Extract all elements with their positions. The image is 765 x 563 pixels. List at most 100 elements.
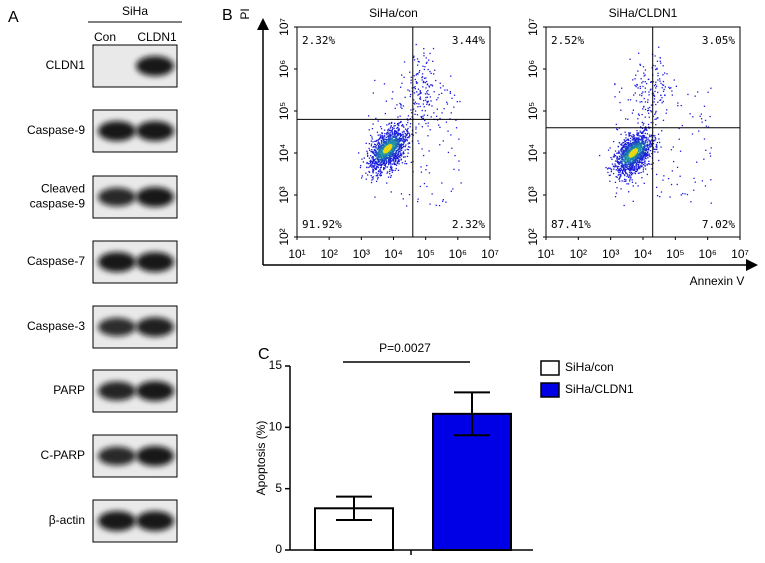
dot (618, 161, 621, 164)
dot (371, 157, 373, 159)
dot (646, 173, 648, 176)
dot (396, 135, 398, 137)
dot (653, 101, 655, 103)
dot (619, 180, 621, 182)
dot (639, 165, 641, 168)
blot-band (98, 252, 136, 272)
dot (700, 118, 703, 120)
dot (399, 145, 402, 147)
dot (618, 171, 620, 174)
dot (633, 139, 635, 141)
dot (654, 139, 656, 141)
dot (417, 106, 419, 108)
dot (650, 104, 653, 106)
dot (375, 168, 377, 171)
dot (370, 143, 373, 145)
dot (710, 202, 712, 204)
dot (614, 166, 616, 168)
dot (707, 91, 709, 93)
dot (377, 166, 379, 169)
dot (625, 164, 628, 166)
dot (406, 205, 408, 207)
dot (399, 144, 401, 146)
dot (641, 157, 644, 159)
dot (655, 110, 657, 113)
dot (451, 147, 453, 149)
dot (390, 125, 392, 127)
dot (642, 171, 644, 173)
dot (697, 91, 699, 93)
dot (384, 163, 386, 165)
y-tick-label: 10² (526, 228, 540, 245)
dot (636, 158, 638, 160)
dot (664, 72, 666, 74)
error-bar (454, 391, 490, 437)
dot (646, 129, 648, 131)
dot (632, 136, 635, 138)
dot (390, 130, 392, 132)
dot (639, 85, 641, 88)
dot (390, 167, 393, 170)
dot (624, 151, 626, 153)
dot (632, 164, 634, 166)
dot (420, 116, 422, 118)
dot (383, 139, 385, 141)
dot (375, 151, 377, 153)
dot (396, 127, 398, 129)
dot (642, 169, 644, 171)
dot (661, 130, 663, 132)
dot (431, 105, 433, 107)
dot (619, 101, 621, 104)
dot (450, 112, 452, 114)
dot (644, 155, 647, 157)
dot (432, 60, 434, 62)
dot (672, 146, 674, 148)
dot (630, 143, 633, 145)
dot (709, 152, 711, 154)
dot (372, 151, 374, 153)
dot (660, 191, 663, 193)
dot (368, 143, 370, 145)
dot (400, 153, 403, 156)
dot (627, 147, 629, 149)
dot (621, 158, 623, 161)
dot (644, 144, 646, 146)
dot (404, 138, 407, 140)
dot (650, 140, 652, 142)
dot (396, 161, 399, 163)
dot (633, 162, 636, 164)
dot (455, 119, 457, 121)
dot (370, 159, 372, 161)
dot (449, 118, 451, 120)
dot (641, 152, 643, 155)
dot (628, 133, 630, 135)
dot (630, 171, 632, 173)
dot (633, 142, 635, 144)
dot (407, 121, 409, 124)
dot (397, 129, 399, 131)
dot (395, 150, 397, 152)
dot (652, 115, 654, 117)
dot (433, 73, 435, 75)
dot (375, 172, 377, 174)
dot (615, 160, 617, 162)
dot (397, 123, 400, 125)
dot (654, 65, 656, 67)
dot (370, 150, 372, 153)
dot (380, 161, 383, 163)
dot (617, 170, 619, 172)
dot (393, 157, 395, 159)
dot (398, 155, 400, 158)
dot (647, 154, 649, 157)
dot (451, 97, 453, 99)
dot (396, 104, 398, 106)
dot (633, 166, 636, 168)
dot (631, 161, 634, 163)
dot (676, 166, 679, 168)
dot (452, 188, 454, 190)
dot (627, 174, 629, 176)
dot (407, 149, 410, 151)
dot (413, 108, 415, 110)
dot (417, 94, 419, 96)
dot (628, 171, 631, 173)
